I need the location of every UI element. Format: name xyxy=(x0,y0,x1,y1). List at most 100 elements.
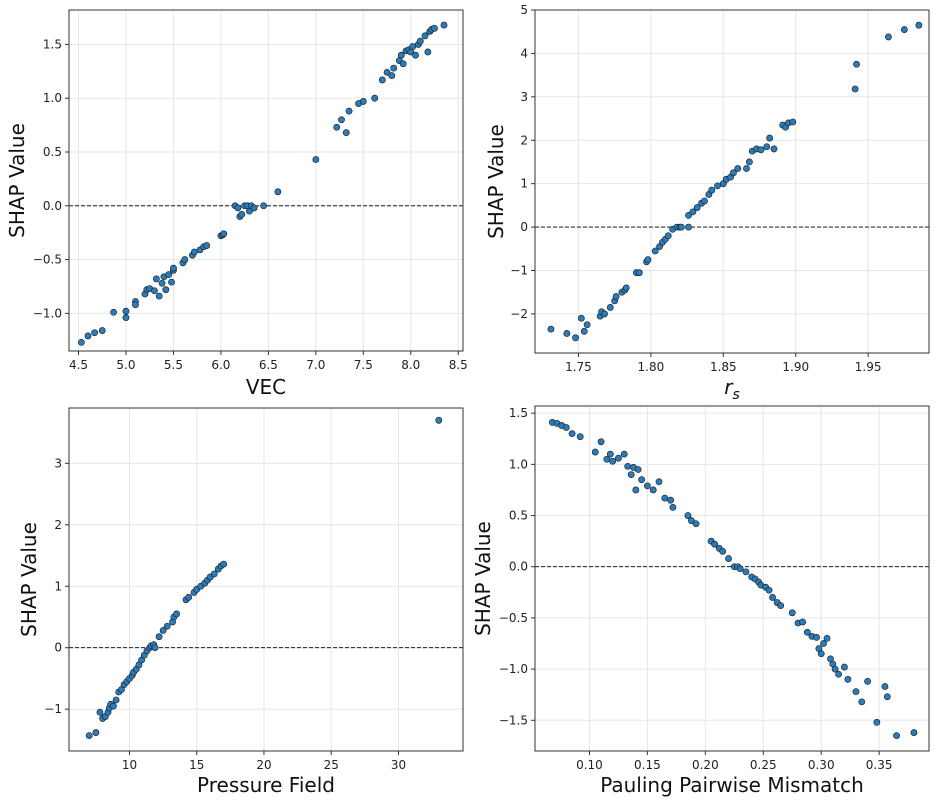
pauling-mismatch-data-point xyxy=(817,650,825,658)
pauling-mismatch-x-tick-label: 0.15 xyxy=(634,758,661,772)
rs-data-point xyxy=(693,204,701,211)
rs-y-tick-label: 3 xyxy=(520,90,528,104)
rs-data-point xyxy=(763,143,771,151)
rs-data-point xyxy=(601,310,608,318)
vec-data-point xyxy=(203,242,211,249)
vec-plot-frame xyxy=(68,9,464,352)
vec-y-tick-label: 1.5 xyxy=(43,37,62,51)
pressure-field-y-axis-label: SHAP Value xyxy=(17,522,41,637)
pauling-mismatch-data-point xyxy=(634,466,642,473)
pauling-mismatch-data-point xyxy=(667,496,674,504)
pauling-mismatch-data-point xyxy=(769,594,776,601)
vec-data-point xyxy=(333,123,341,131)
pauling-mismatch-data-point xyxy=(835,670,843,678)
rs-data-point xyxy=(766,134,774,142)
vec-data-point xyxy=(110,308,118,316)
rs-data-point xyxy=(885,33,892,41)
rs-x-axis-label: rs xyxy=(724,375,740,403)
pauling-mismatch-data-point xyxy=(568,430,576,438)
pressure-field-data-point xyxy=(185,593,193,601)
vec-data-point xyxy=(122,314,130,322)
vec-data-point xyxy=(77,338,85,346)
vec-data-point xyxy=(409,43,417,50)
pauling-mismatch-data-point xyxy=(799,618,807,626)
pressure-field-x-tick-label: 10 xyxy=(122,758,137,772)
pauling-mismatch-data-point xyxy=(627,471,635,478)
vec-y-axis-label: SHAP Value xyxy=(5,123,29,238)
vec-x-axis-label: VEC xyxy=(246,375,286,399)
pressure-field-data-point xyxy=(92,729,100,736)
rs-data-point xyxy=(664,232,672,240)
pressure-field-data-point xyxy=(112,696,120,704)
pauling-mismatch-data-point xyxy=(742,568,750,576)
rs-y-tick-label: 1 xyxy=(520,177,528,191)
pauling-mismatch-x-tick-label: 0.20 xyxy=(692,758,719,772)
pauling-mismatch-y-tick-label: 0.0 xyxy=(509,560,528,574)
pauling-mismatch-y-tick-label: 0.5 xyxy=(509,509,528,523)
pauling-mismatch-data-point xyxy=(719,547,727,555)
pauling-mismatch-x-tick-label: 0.25 xyxy=(750,758,777,772)
rs-y-tick-label: −1 xyxy=(510,264,528,278)
pauling-mismatch-data-point xyxy=(562,424,570,431)
vec-data-point xyxy=(165,271,173,279)
vec-y-tick-label: −1.0 xyxy=(33,306,62,320)
rs-data-point xyxy=(580,327,588,335)
vec-data-point xyxy=(260,202,268,210)
vec-data-point xyxy=(388,72,396,80)
vec-data-point xyxy=(345,107,353,115)
pauling-mismatch-data-point xyxy=(725,555,732,562)
pauling-mismatch-data-point xyxy=(692,520,700,528)
rs-data-point xyxy=(572,334,579,342)
pauling-mismatch-data-point xyxy=(910,729,918,736)
rs-scatter-panel: 1.75 1.80 1.85 1.90 1.95 −2 −1 0 1 2 3 4 5 SHAP Value… xyxy=(484,3,930,403)
rs-data-point xyxy=(583,321,591,329)
pauling-mismatch-x-tick-label: 0.30 xyxy=(808,758,835,772)
vec-data-point xyxy=(412,51,419,59)
pressure-field-data-point xyxy=(109,702,117,710)
rs-data-point xyxy=(701,197,708,205)
pressure-field-x-tick-label: 15 xyxy=(189,758,204,772)
vec-y-tick-label: 0.0 xyxy=(43,199,62,213)
pressure-field-y-tick-label: 0 xyxy=(54,641,62,655)
rs-data-point xyxy=(685,223,692,231)
rs-data-point xyxy=(689,208,697,216)
vec-data-point xyxy=(431,24,438,32)
vec-data-point xyxy=(151,287,158,295)
rs-x-axis-label-subscript: s xyxy=(732,387,739,403)
rs-data-point xyxy=(635,269,643,277)
vec-data-point xyxy=(378,76,386,84)
vec-data-point xyxy=(220,230,228,238)
vec-y-tick-label: 0.5 xyxy=(43,145,62,159)
vec-data-point xyxy=(440,21,448,29)
pauling-mismatch-x-tick-label: 0.10 xyxy=(576,758,603,772)
pauling-mismatch-data-point xyxy=(609,457,617,465)
rs-data-point xyxy=(644,256,652,264)
rs-data-point xyxy=(612,293,620,300)
rs-y-tick-label: 5 xyxy=(520,3,528,17)
pauling-mismatch-data-point xyxy=(813,633,820,641)
vec-data-point xyxy=(168,278,175,286)
pressure-field-data-point xyxy=(96,708,104,716)
pressure-field-data-point xyxy=(163,622,171,630)
rs-data-point xyxy=(547,325,555,333)
rs-data-point xyxy=(622,284,630,292)
vec-data-point xyxy=(421,32,429,40)
rs-x-tick-label: 1.85 xyxy=(710,360,737,374)
vec-x-tick-label: 8.0 xyxy=(401,358,420,372)
rs-y-tick-label: 2 xyxy=(520,133,528,147)
pressure-field-y-tick-label: 1 xyxy=(54,579,62,593)
pauling-mismatch-data-point xyxy=(765,586,773,594)
rs-y-axis-label: SHAP Value xyxy=(484,124,508,239)
pauling-mismatch-y-axis-label: SHAP Value xyxy=(471,521,495,636)
rs-data-point xyxy=(730,169,737,177)
rs-y-tick-label: −2 xyxy=(510,307,528,321)
vec-x-tick-label: 5.0 xyxy=(116,358,135,372)
vec-x-tick-label: 6.5 xyxy=(259,358,278,372)
vec-data-point xyxy=(424,48,432,56)
pressure-field-y-tick-label: 2 xyxy=(54,518,62,532)
pressure-field-data-point xyxy=(159,627,167,634)
vec-data-point xyxy=(132,301,139,309)
rs-data-point xyxy=(900,26,908,33)
pressure-field-y-tick-label: −1 xyxy=(44,702,62,716)
pauling-mismatch-x-axis-label: Pauling Pairwise Mismatch xyxy=(600,773,864,797)
